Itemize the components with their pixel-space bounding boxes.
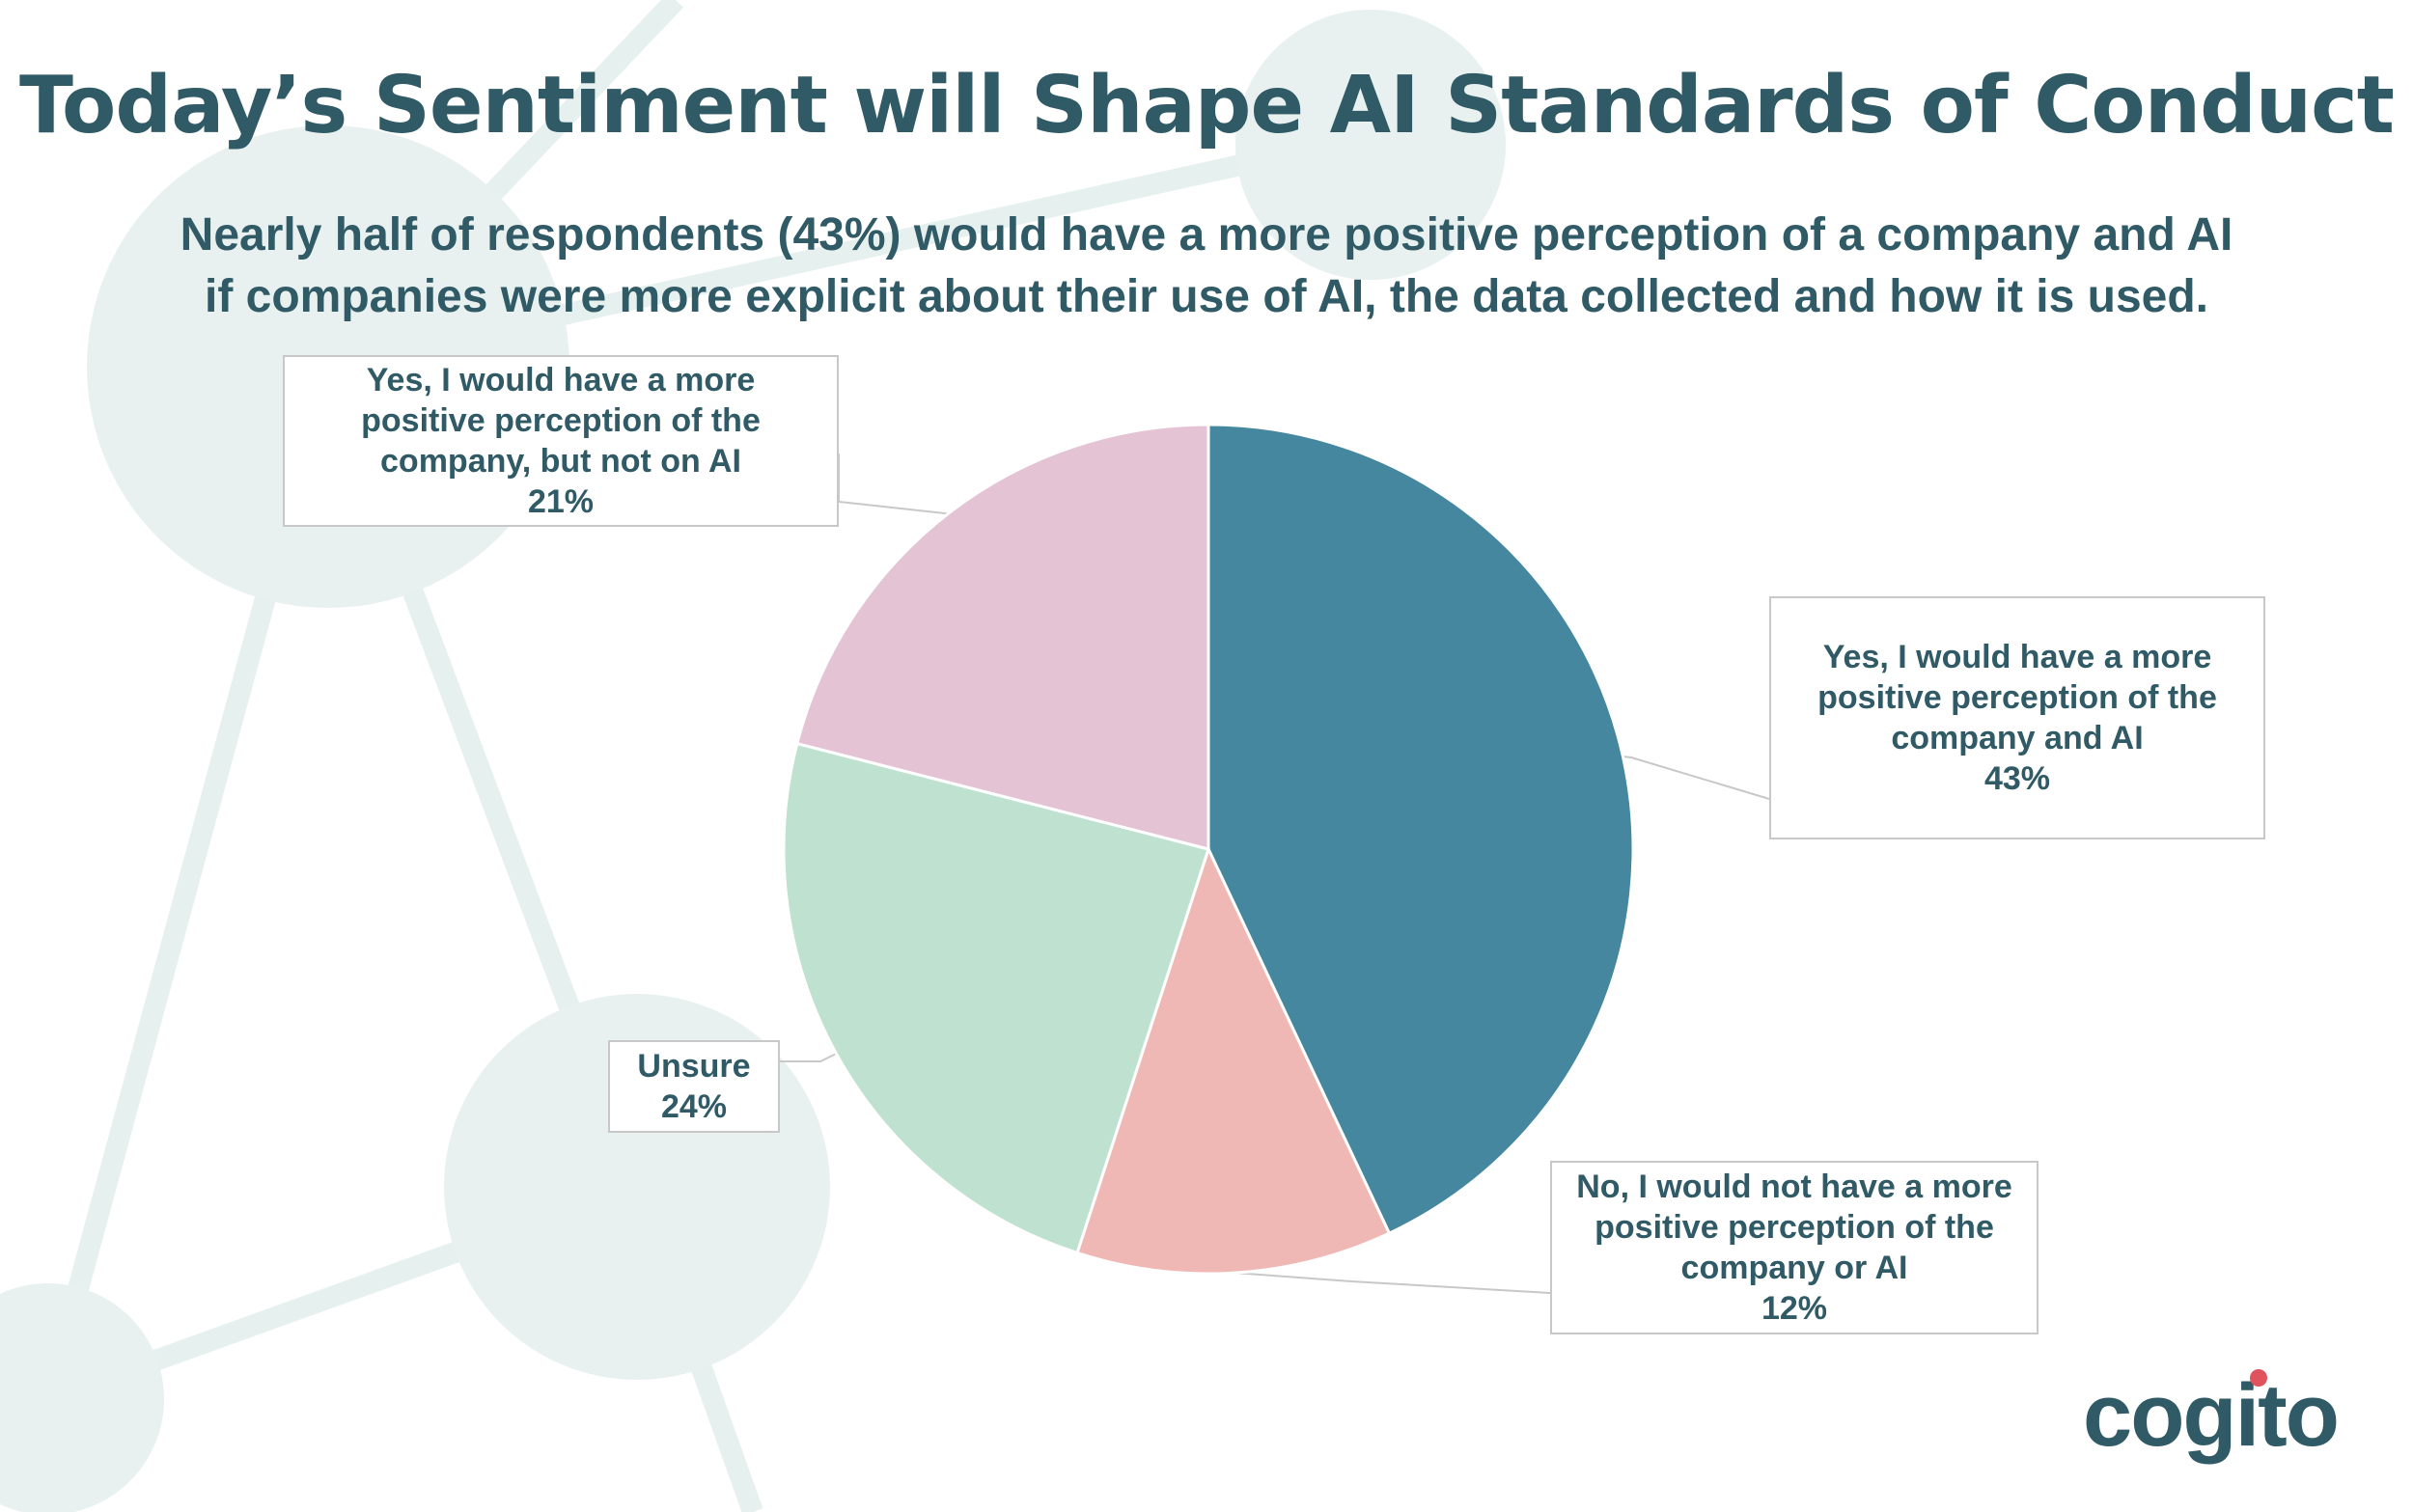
- pie-slice: [794, 423, 1210, 851]
- callout-label: company, but not on AI: [380, 443, 741, 480]
- callout-label: Unsure: [637, 1048, 751, 1085]
- callout-label: positive perception of the: [1595, 1209, 1994, 1246]
- callout-label: positive perception of the: [1817, 679, 2217, 716]
- callout-value: 12%: [1761, 1290, 1828, 1327]
- callout-leader-line: [1234, 1272, 1551, 1294]
- callout-leader-line: [838, 454, 949, 515]
- pie-slices: [782, 423, 1635, 1276]
- pie-slice: [1206, 423, 1635, 1236]
- callout-leader-line: [1623, 756, 1770, 800]
- callout-value: 21%: [527, 483, 595, 520]
- callout-value: 43%: [1983, 760, 2051, 797]
- callout-leader-line: [780, 1053, 837, 1062]
- page-title: Today’s Sentiment will Shape AI Standard…: [19, 60, 2395, 151]
- callout-label: company or AI: [1680, 1250, 1908, 1286]
- callout-label: positive perception of the: [361, 402, 761, 439]
- pie-slice: [782, 741, 1210, 1255]
- callout-label: Yes, I would have a more: [366, 362, 756, 399]
- page-subtitle: Nearly half of respondents (43%) would h…: [48, 205, 2365, 328]
- callout-yes-company-and-ai: Yes, I would have a more positive percep…: [1769, 596, 2265, 839]
- pie-slice: [1075, 844, 1392, 1276]
- logo-accent-dot: [2250, 1369, 2267, 1387]
- callout-value: 24%: [660, 1088, 728, 1125]
- callout-label: company and AI: [1891, 720, 2144, 756]
- callout-unsure: Unsure 24%: [608, 1040, 780, 1133]
- callout-label: No, I would not have a more: [1576, 1168, 2012, 1205]
- cogito-logo: cogito: [2083, 1366, 2340, 1465]
- callout-leader-lines: [780, 454, 1770, 1294]
- subtitle-line-2: if companies were more explicit about th…: [205, 271, 2208, 322]
- callout-no-company-or-ai: No, I would not have a more positive per…: [1550, 1161, 2039, 1334]
- callout-label: Yes, I would have a more: [1822, 639, 2212, 675]
- subtitle-line-1: Nearly half of respondents (43%) would h…: [180, 209, 2233, 261]
- callout-yes-company-not-ai: Yes, I would have a more positive percep…: [283, 355, 839, 527]
